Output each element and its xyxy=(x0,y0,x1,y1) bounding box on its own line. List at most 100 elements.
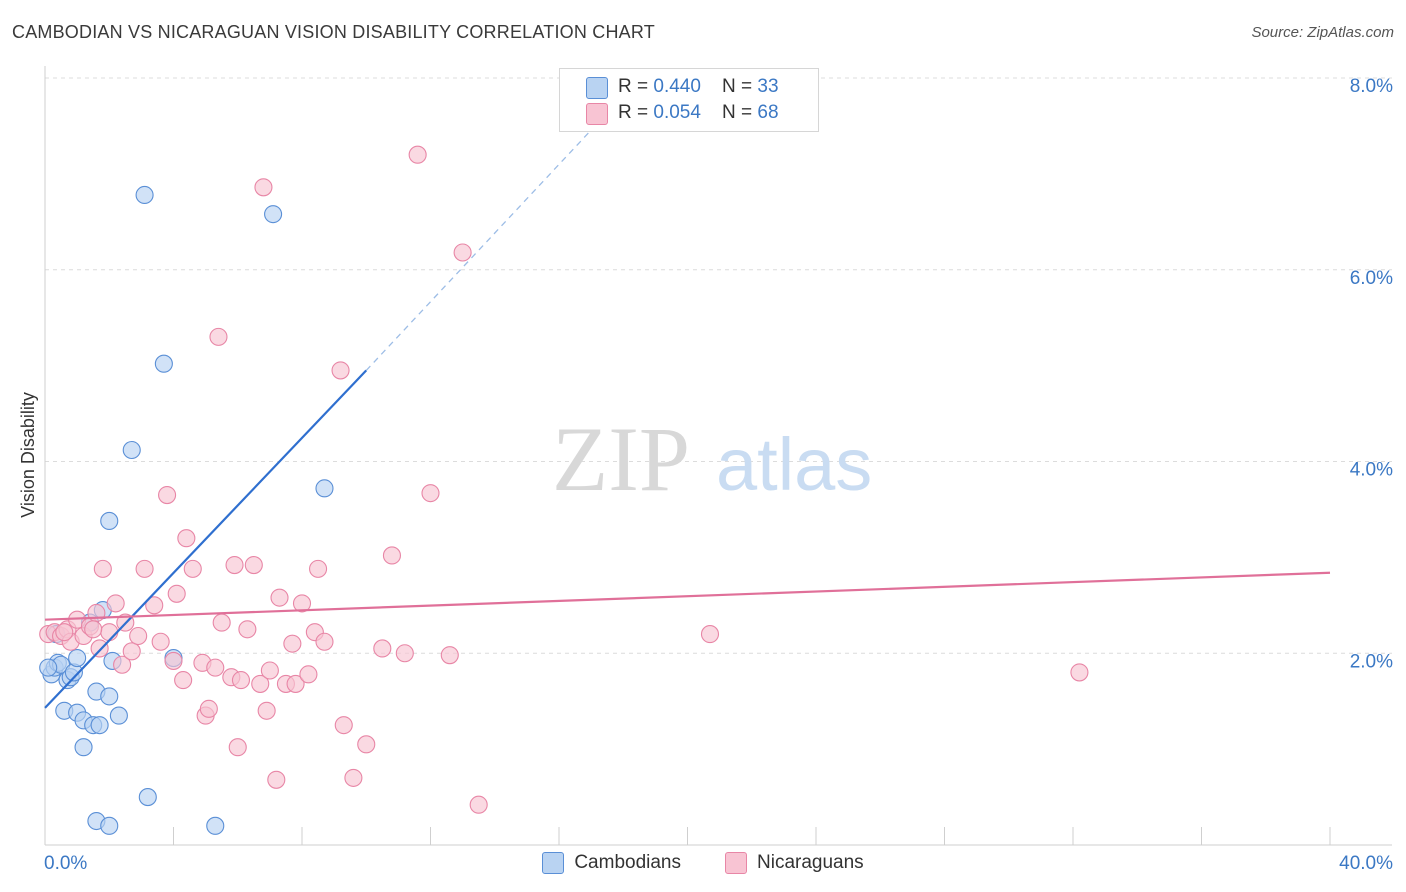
legend-item-cambodians[interactable]: Cambodians xyxy=(542,852,681,874)
cambodian-point xyxy=(100,511,119,530)
source-label: Source: ZipAtlas.com xyxy=(1251,24,1394,41)
stats-legend-row-cambodians: R = 0.440 N = 33 xyxy=(586,75,779,99)
r-label: R = xyxy=(618,102,654,123)
stats-legend-row-nicaraguans: R = 0.054 N = 68 xyxy=(586,101,779,125)
cambodian-point xyxy=(100,816,119,835)
nicaraguan-point xyxy=(469,795,488,814)
watermark-atlas: atlas xyxy=(716,423,872,506)
watermark-zip: ZIP xyxy=(552,408,690,510)
nicaraguan-point xyxy=(164,651,183,670)
cambodian-point xyxy=(315,479,334,498)
nicaraguan-point xyxy=(408,145,427,164)
nicaraguan-point xyxy=(700,625,720,644)
nicaraguans-swatch xyxy=(725,852,747,874)
nicaraguan-point xyxy=(231,671,251,690)
cambodian-point xyxy=(206,816,225,835)
cambodian-point xyxy=(68,648,87,668)
nicaraguan-point xyxy=(254,178,273,197)
nicaraguan-point xyxy=(209,327,228,346)
n-value: 33 xyxy=(757,76,779,97)
legend-item-nicaraguans[interactable]: Nicaraguans xyxy=(725,852,864,874)
nicaraguan-point xyxy=(292,594,312,613)
trend-layer xyxy=(44,115,1331,709)
cambodian-point xyxy=(109,706,128,725)
nicaraguan-point xyxy=(206,658,225,677)
y-tick-label: 4.0% xyxy=(1350,460,1393,481)
watermark: ZIP atlas xyxy=(552,408,872,510)
cambodian-point xyxy=(74,738,93,757)
nicaraguans-trend-line xyxy=(44,571,1331,621)
nicaraguan-point xyxy=(135,559,154,578)
cambodian-point xyxy=(39,658,58,677)
nicaraguan-point xyxy=(299,665,318,684)
legend-label-cambodians: Cambodians xyxy=(574,852,681,873)
nicaraguan-point xyxy=(395,644,414,663)
nicaraguan-point xyxy=(238,620,257,639)
y-tick-label: 2.0% xyxy=(1350,651,1393,672)
y-axis-title: Vision Disability xyxy=(18,392,38,518)
cambodians-swatch xyxy=(586,77,608,99)
chart-title: CAMBODIAN VS NICARAGUAN VISION DISABILIT… xyxy=(12,22,655,42)
legend-label-nicaraguans: Nicaraguans xyxy=(757,852,864,873)
x-tick-label: 40.0% xyxy=(1339,853,1393,874)
n-label: N = xyxy=(722,76,758,97)
nicaraguan-point xyxy=(225,555,244,575)
nicaraguan-point xyxy=(260,661,279,680)
cambodians-swatch xyxy=(542,852,565,874)
nicaraguan-point xyxy=(382,546,402,565)
nicaraguan-point xyxy=(158,486,177,505)
nicaraguan-point xyxy=(174,671,193,690)
nicaraguan-point xyxy=(315,632,334,651)
nicaraguan-point xyxy=(267,770,286,789)
nicaraguan-point xyxy=(177,529,196,548)
nicaraguan-point xyxy=(167,584,186,603)
cambodian-point xyxy=(135,185,154,205)
nicaraguan-point xyxy=(334,716,353,735)
nicaraguan-point xyxy=(106,594,125,613)
nicaraguan-point xyxy=(373,639,392,658)
nicaraguan-point xyxy=(100,623,119,642)
stats-legend: R = 0.440 N = 33 R = 0.054 N = 68 xyxy=(559,68,819,132)
r-value: 0.054 xyxy=(653,102,701,123)
nicaraguan-point xyxy=(84,620,103,639)
nicaraguan-point xyxy=(183,559,202,578)
nicaraguan-point xyxy=(270,588,289,607)
nicaraguan-point xyxy=(251,674,270,693)
nicaraguan-point xyxy=(90,639,109,658)
nicaraguan-point xyxy=(453,243,472,262)
series-legend: Cambodians Nicaraguans xyxy=(0,852,1406,874)
nicaraguan-point xyxy=(228,738,247,757)
nicaraguan-point xyxy=(129,626,148,646)
nicaraguan-point xyxy=(212,613,231,632)
nicaraguan-point xyxy=(244,555,263,575)
nicaraguan-point xyxy=(122,642,141,661)
nicaraguan-point xyxy=(199,699,218,718)
nicaraguan-point xyxy=(257,701,276,720)
r-label: R = xyxy=(618,76,654,97)
nicaraguan-point xyxy=(309,559,328,578)
nicaraguan-point xyxy=(331,361,350,380)
n-value: 68 xyxy=(757,102,779,123)
cambodians-trend-line xyxy=(44,369,368,709)
cambodian-point xyxy=(122,440,141,460)
nicaraguan-point xyxy=(357,735,376,754)
nicaraguan-point xyxy=(151,632,170,651)
cambodian-point xyxy=(90,716,109,735)
nicaraguan-point xyxy=(145,596,164,615)
nicaraguans-swatch xyxy=(586,103,608,125)
nicaraguan-point xyxy=(55,623,74,642)
cambodian-point xyxy=(264,205,283,224)
nicaraguan-point xyxy=(440,646,459,665)
x-tick-label: 0.0% xyxy=(44,853,87,874)
labels-layer: 2.0% 4.0% 6.0% 8.0% 0.0% 40.0% Vision Disabili… xyxy=(18,76,1393,874)
nicaraguan-point xyxy=(113,655,132,674)
nicaraguan-point xyxy=(421,484,440,503)
r-value: 0.440 xyxy=(653,76,701,97)
axes-layer xyxy=(44,66,1392,846)
nicaraguan-point xyxy=(286,674,305,693)
y-tick-label: 6.0% xyxy=(1350,268,1393,289)
cambodians-trend-extension xyxy=(365,115,605,371)
y-tick-label: 8.0% xyxy=(1350,76,1393,97)
nicaraguan-point xyxy=(344,768,363,787)
n-label: N = xyxy=(722,102,758,123)
